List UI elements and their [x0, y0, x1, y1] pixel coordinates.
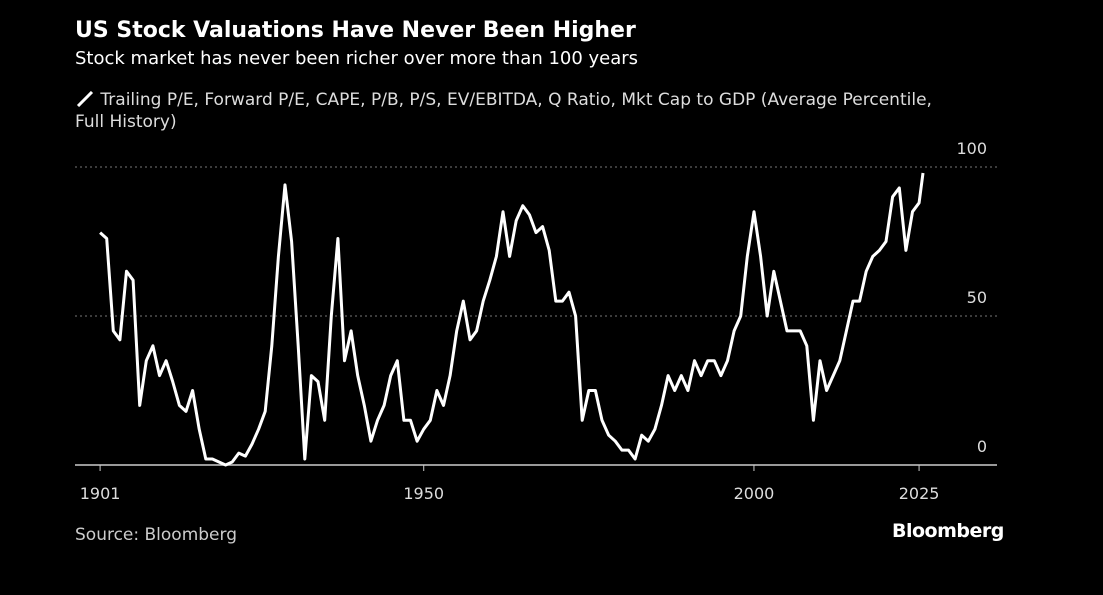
- brand: Bloomberg: [892, 520, 1004, 542]
- legend-label: Trailing P/E, Forward P/E, CAPE, P/B, P/…: [75, 90, 932, 132]
- y-tick-label: 0: [977, 437, 987, 456]
- x-tick-label: 1901: [80, 484, 121, 503]
- legend-swatch: [76, 91, 94, 107]
- line: [99, 172, 925, 467]
- x-tick-label: 2025: [899, 484, 940, 503]
- chart-title: US Stock Valuations Have Never Been High…: [75, 18, 636, 43]
- x-tick-label: 1950: [403, 484, 444, 503]
- x-tick-label: 2000: [734, 484, 775, 503]
- y-tick-label: 50: [967, 288, 987, 307]
- chart-subtitle: Stock market has never been richer over …: [75, 48, 639, 69]
- y-tick-label: 100: [956, 139, 987, 158]
- source: Source: Bloomberg: [75, 525, 237, 545]
- legend: Trailing P/E, Forward P/E, CAPE, P/B, P/…: [75, 89, 945, 133]
